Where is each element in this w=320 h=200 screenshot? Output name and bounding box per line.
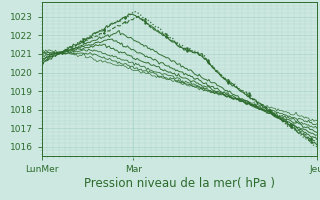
X-axis label: Pression niveau de la mer( hPa ): Pression niveau de la mer( hPa ) — [84, 177, 275, 190]
